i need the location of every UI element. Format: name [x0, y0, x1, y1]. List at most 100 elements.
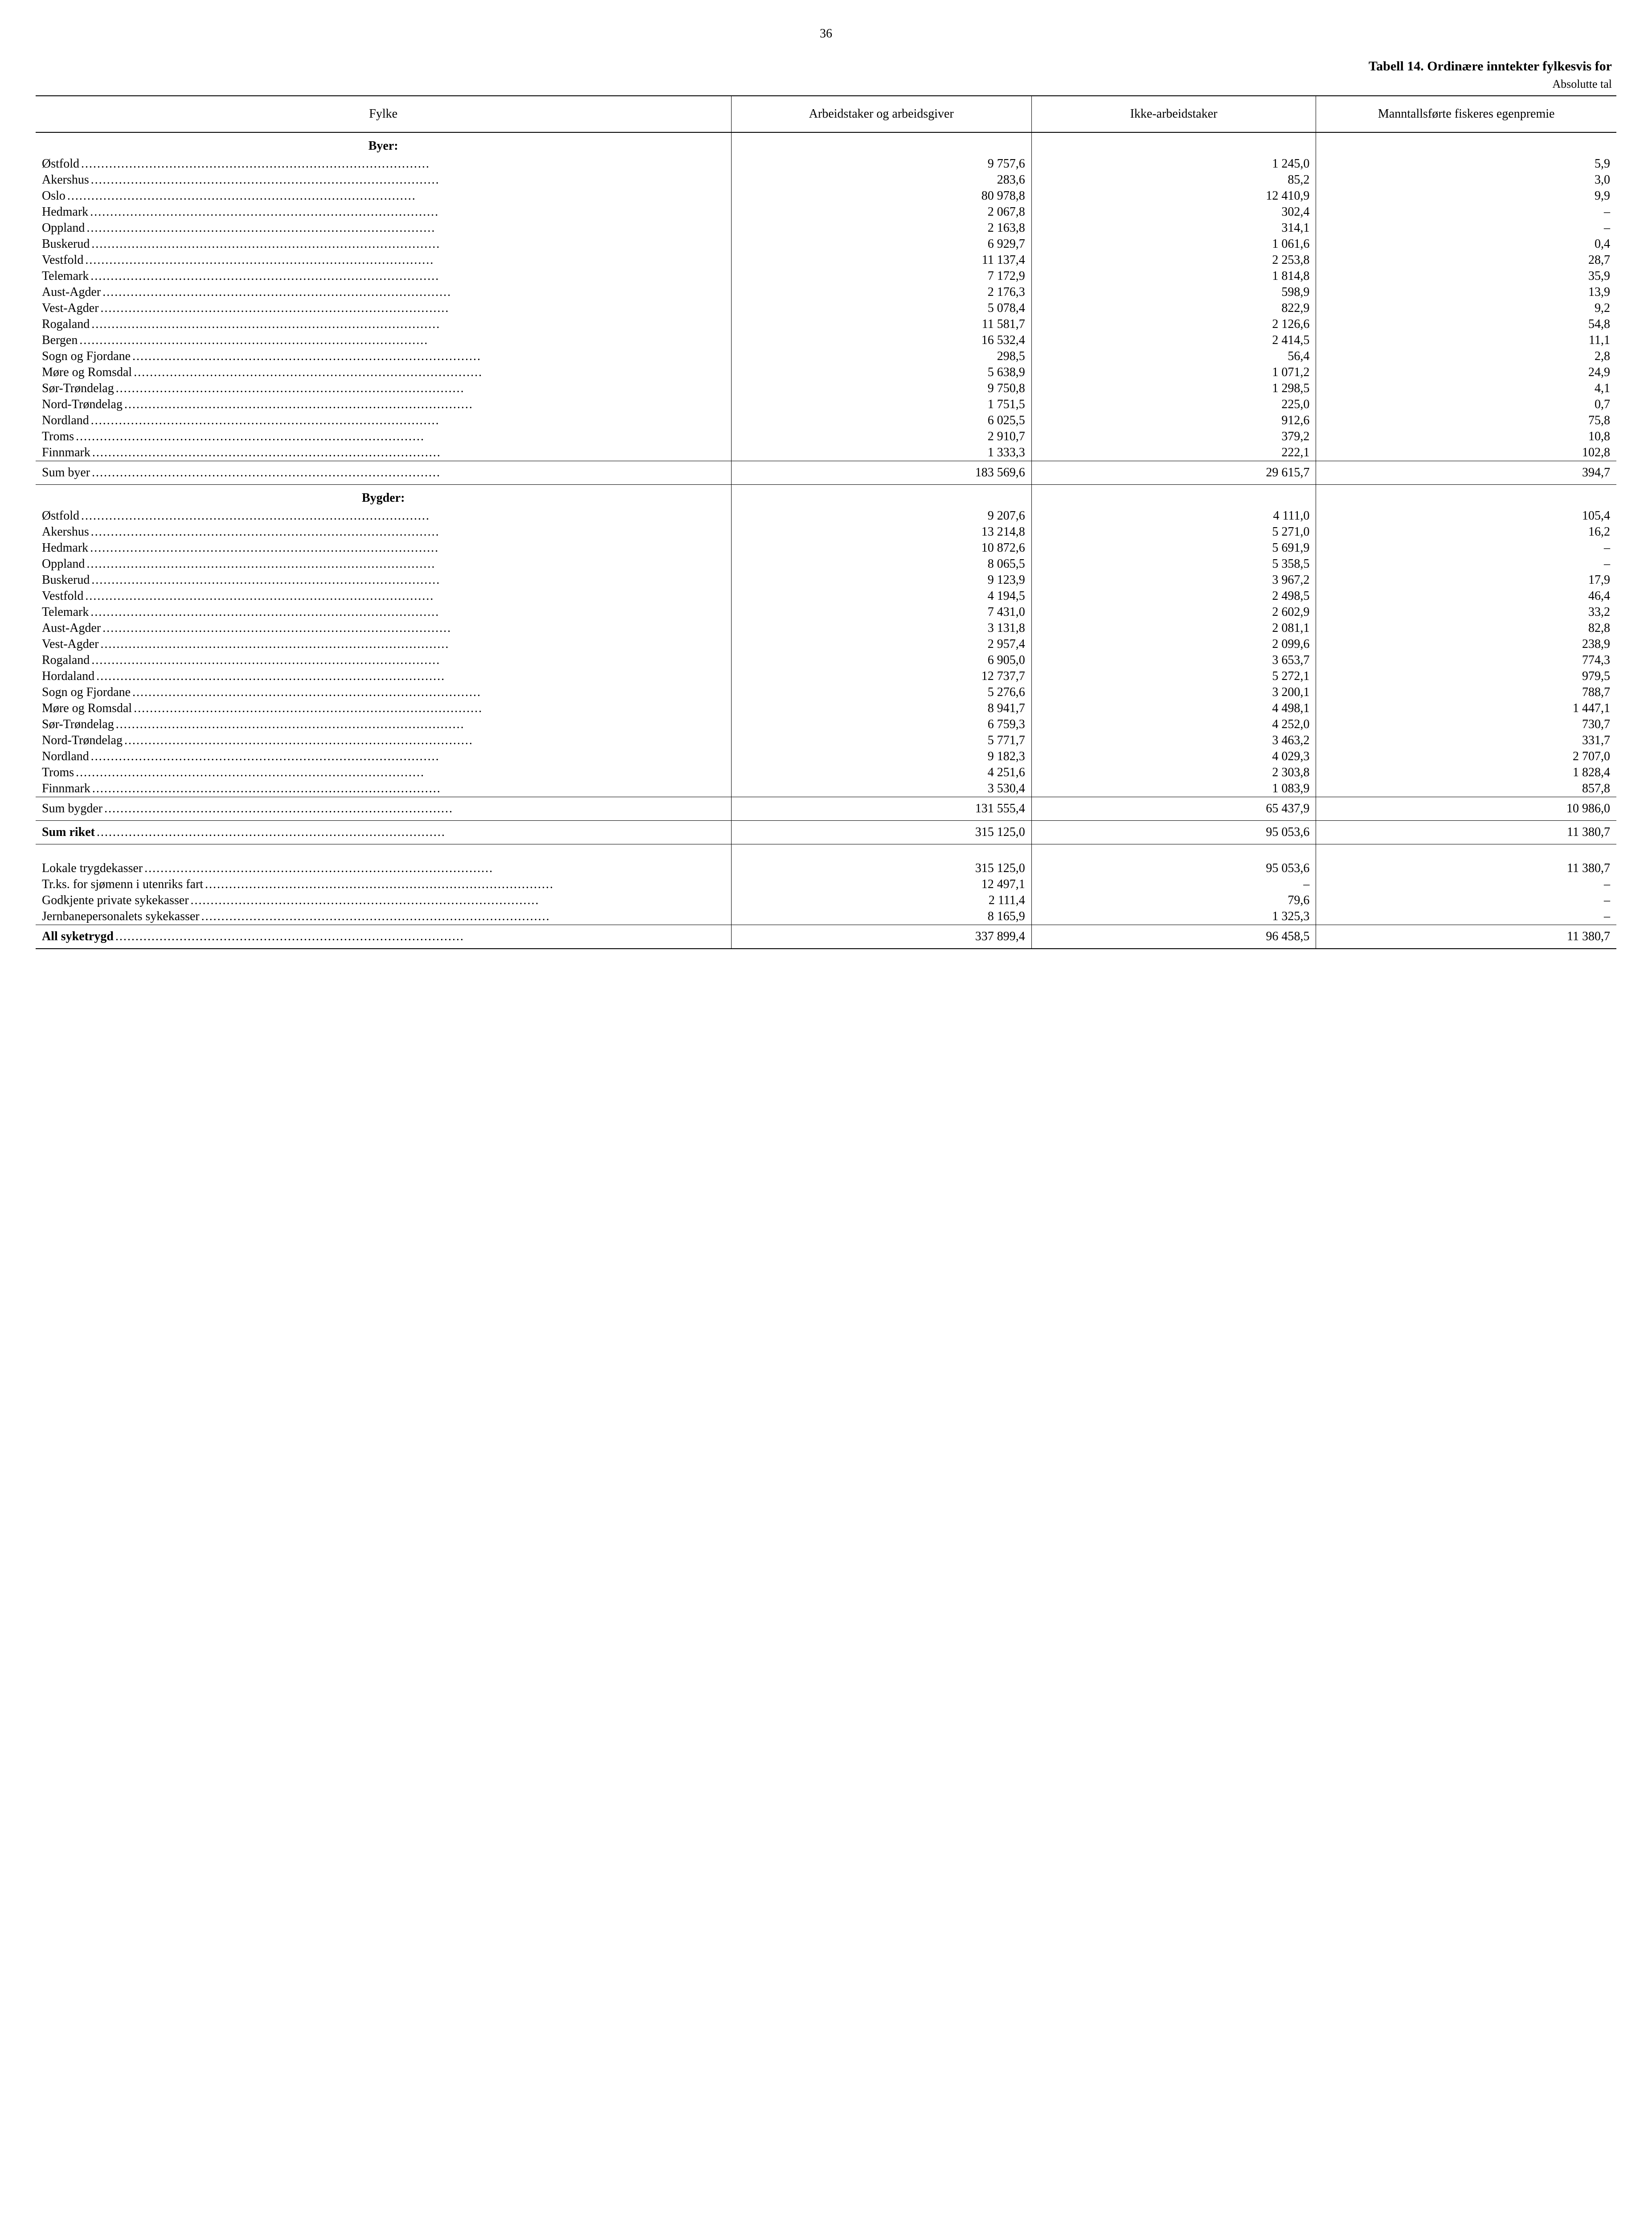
- value-cell: 56,4: [1031, 348, 1316, 365]
- value-cell: 11,1: [1316, 332, 1616, 348]
- table-row: All syketrygd337 899,496 458,511 380,7: [36, 925, 1616, 949]
- empty-cell: [1031, 485, 1316, 508]
- value-cell: 2 067,8: [731, 204, 1031, 220]
- value-cell: 35,9: [1316, 268, 1616, 284]
- value-cell: 2 126,6: [1031, 316, 1316, 332]
- value-cell: 1 447,1: [1316, 700, 1616, 717]
- row-label-cell: Jernbanepersonalets sykekasser: [36, 909, 731, 925]
- value-cell: 33,2: [1316, 604, 1616, 620]
- value-cell: 302,4: [1031, 204, 1316, 220]
- row-label: Aust-Agder: [42, 285, 102, 299]
- value-cell: 2 957,4: [731, 636, 1031, 652]
- value-cell: 2,8: [1316, 348, 1616, 365]
- value-cell: 9 207,6: [731, 508, 1031, 524]
- value-cell: 1 814,8: [1031, 268, 1316, 284]
- row-label: Telemark: [42, 605, 90, 619]
- table-row: Hordaland12 737,75 272,1979,5: [36, 668, 1616, 684]
- row-label: Sum byer: [42, 466, 92, 479]
- row-label-cell: Oppland: [36, 220, 731, 236]
- value-cell: 54,8: [1316, 316, 1616, 332]
- table-row: Sør-Trøndelag6 759,34 252,0730,7: [36, 717, 1616, 733]
- row-label-cell: Sogn og Fjordane: [36, 684, 731, 700]
- value-cell: 5 078,4: [731, 300, 1031, 316]
- value-cell: 5,9: [1316, 156, 1616, 172]
- row-label: Rogaland: [42, 653, 91, 667]
- spacer: [731, 844, 1031, 861]
- row-label-cell: Akershus: [36, 172, 731, 188]
- row-label: Oslo: [42, 189, 67, 203]
- table-row: Østfold9 757,61 245,05,9: [36, 156, 1616, 172]
- value-cell: 1 298,5: [1031, 381, 1316, 397]
- value-cell: 5 276,6: [731, 684, 1031, 700]
- row-label: Godkjente private sykekasser: [42, 893, 191, 907]
- table-row: Hedmark10 872,65 691,9–: [36, 540, 1616, 556]
- row-label-cell: Oslo: [36, 188, 731, 204]
- row-label: Møre og Romsdal: [42, 365, 134, 379]
- value-cell: 4 252,0: [1031, 717, 1316, 733]
- value-cell: 5 691,9: [1031, 540, 1316, 556]
- row-label-cell: Møre og Romsdal: [36, 365, 731, 381]
- value-cell: –: [1316, 556, 1616, 572]
- value-cell: 2 253,8: [1031, 252, 1316, 268]
- value-cell: 96 458,5: [1031, 925, 1316, 949]
- value-cell: 315 125,0: [731, 821, 1031, 844]
- value-cell: 7 172,9: [731, 268, 1031, 284]
- value-cell: 0,4: [1316, 236, 1616, 252]
- value-cell: 9 757,6: [731, 156, 1031, 172]
- section-heading-row: Byer:: [36, 132, 1616, 156]
- value-cell: 2 910,7: [731, 429, 1031, 445]
- value-cell: 1 071,2: [1031, 365, 1316, 381]
- value-cell: 1 751,5: [731, 397, 1031, 413]
- value-cell: 238,9: [1316, 636, 1616, 652]
- row-label: Oppland: [42, 557, 86, 571]
- table-row: Oslo80 978,812 410,99,9: [36, 188, 1616, 204]
- row-label: Sogn og Fjordane: [42, 349, 132, 363]
- page-number: 36: [36, 27, 1616, 41]
- table-row: Troms2 910,7379,210,8: [36, 429, 1616, 445]
- row-label-cell: Bergen: [36, 332, 731, 348]
- value-cell: 4 111,0: [1031, 508, 1316, 524]
- row-label: Finnmark: [42, 446, 92, 459]
- row-label-cell: Sør-Trøndelag: [36, 381, 731, 397]
- value-cell: 788,7: [1316, 684, 1616, 700]
- row-label: Østfold: [42, 509, 81, 523]
- value-cell: 5 358,5: [1031, 556, 1316, 572]
- value-cell: 183 569,6: [731, 461, 1031, 485]
- data-table: Fylke Arbeidstaker og arbeidsgiver Ikke-…: [36, 95, 1616, 949]
- header-row: Fylke Arbeidstaker og arbeidsgiver Ikke-…: [36, 96, 1616, 132]
- row-label: Sør-Trøndelag: [42, 717, 116, 731]
- value-cell: 11 581,7: [731, 316, 1031, 332]
- empty-cell: [1316, 132, 1616, 156]
- row-label: Møre og Romsdal: [42, 701, 134, 715]
- row-label-cell: Hedmark: [36, 204, 731, 220]
- table-row: Nordland6 025,5912,675,8: [36, 413, 1616, 429]
- row-label: Sum riket: [42, 825, 97, 839]
- value-cell: 7 431,0: [731, 604, 1031, 620]
- value-cell: –: [1031, 876, 1316, 893]
- col-header-fylke: Fylke: [36, 96, 731, 132]
- row-label-cell: Sum riket: [36, 821, 731, 844]
- row-label: Tr.ks. for sjømenn i utenriks fart: [42, 877, 205, 891]
- row-label: Finnmark: [42, 782, 92, 795]
- table-row: Nord-Trøndelag5 771,73 463,2331,7: [36, 733, 1616, 749]
- row-label: Sør-Trøndelag: [42, 381, 116, 395]
- value-cell: 5 771,7: [731, 733, 1031, 749]
- value-cell: 11 380,7: [1316, 821, 1616, 844]
- value-cell: 4,1: [1316, 381, 1616, 397]
- value-cell: 75,8: [1316, 413, 1616, 429]
- table-row: Rogaland11 581,72 126,654,8: [36, 316, 1616, 332]
- row-label-cell: Vest-Agder: [36, 300, 731, 316]
- table-row: Tr.ks. for sjømenn i utenriks fart12 497…: [36, 876, 1616, 893]
- row-label-cell: Tr.ks. for sjømenn i utenriks fart: [36, 876, 731, 893]
- table-row: Troms4 251,62 303,81 828,4: [36, 765, 1616, 781]
- value-cell: 3,0: [1316, 172, 1616, 188]
- value-cell: 3 131,8: [731, 620, 1031, 636]
- row-label: Aust-Agder: [42, 621, 102, 635]
- table-row: Lokale trygdekasser315 125,095 053,611 3…: [36, 860, 1616, 876]
- table-row: Hedmark2 067,8302,4–: [36, 204, 1616, 220]
- value-cell: 11 137,4: [731, 252, 1031, 268]
- row-label-cell: Godkjente private sykekasser: [36, 893, 731, 909]
- row-label: Troms: [42, 766, 76, 779]
- row-label: Sum bygder: [42, 802, 104, 815]
- value-cell: –: [1316, 893, 1616, 909]
